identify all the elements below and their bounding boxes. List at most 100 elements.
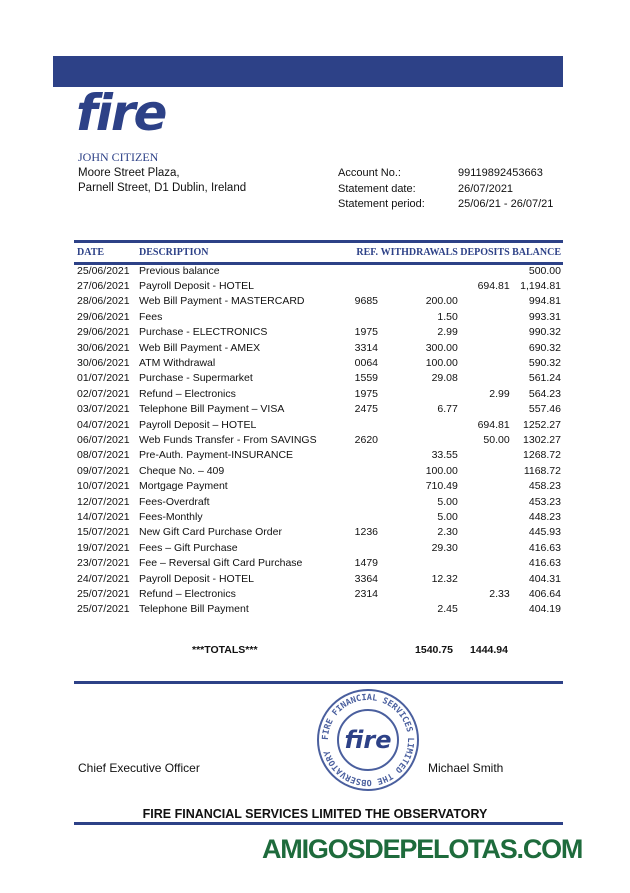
table-cell: Pre-Auth. Payment-INSURANCE: [139, 449, 294, 462]
table-cell: 2.45: [437, 603, 458, 616]
table-row: 25/07/2021 Telephone Bill Payment 2.45 404.…: [76, 602, 562, 617]
statement-period: 25/06/21 - 26/07/21: [458, 198, 554, 210]
table-cell: 2314: [354, 587, 378, 600]
table-cell: Purchase - ELECTRONICS: [139, 326, 268, 339]
table-cell: 404.31: [528, 572, 561, 585]
table-cell: 29/06/2021: [77, 326, 130, 339]
table-cell: [459, 294, 511, 309]
table-cell: [344, 540, 379, 555]
table-cell: 2475: [354, 403, 378, 416]
column-header: DEPOSITS: [460, 247, 510, 258]
table-cell: 15/07/2021: [77, 526, 130, 539]
table-cell: Payroll Deposit - HOTEL: [139, 572, 254, 585]
table-cell: 500.00: [528, 264, 561, 277]
transactions-table: DATE DESCRIPTION REF. WITHDRAWALS DEPOSITS BA…: [76, 245, 562, 617]
table-top-rule: [74, 240, 563, 243]
svg-text:fire: fire: [344, 726, 391, 754]
table-cell: [459, 463, 511, 478]
table-cell: 2.99: [437, 326, 458, 339]
table-cell: 29.08: [431, 372, 458, 385]
table-cell: [379, 417, 459, 432]
table-cell: [459, 509, 511, 524]
table-cell: [459, 309, 511, 324]
table-cell: 12/07/2021: [77, 495, 130, 508]
totals-withdrawals: 1540.75: [415, 644, 453, 656]
table-cell: [344, 263, 379, 278]
table-row: 25/06/2021 Previous balance 500.00: [76, 263, 562, 278]
table-cell: 1.50: [437, 310, 458, 323]
table-cell: 5.00: [437, 495, 458, 508]
table-cell: 24/07/2021: [77, 572, 130, 585]
table-cell: Telephone Bill Payment – VISA: [139, 403, 285, 416]
table-row: 23/07/2021 Fee – Reversal Gift Card Purch…: [76, 555, 562, 570]
table-row: 08/07/2021 Pre-Auth. Payment-INSURANCE 33.…: [76, 448, 562, 463]
statement-period-label: Statement period:: [338, 198, 425, 210]
table-cell: Payroll Deposit – HOTEL: [139, 418, 257, 431]
table-row: 02/07/2021 Refund – Electronics 1975 2.99 56…: [76, 386, 562, 401]
table-cell: Fees: [139, 310, 163, 323]
table-cell: 2620: [354, 433, 378, 446]
table-cell: 1975: [354, 326, 378, 339]
table-cell: [344, 278, 379, 293]
table-row: 30/06/2021 Web Bill Payment - AMEX 3314 300…: [76, 340, 562, 355]
table-cell: [459, 494, 511, 509]
table-cell: [344, 448, 379, 463]
table-cell: 404.19: [528, 603, 561, 616]
table-cell: Purchase - Supermarket: [139, 372, 253, 385]
table-cell: 453.23: [528, 495, 561, 508]
table-cell: 694.81: [477, 280, 510, 293]
table-cell: Fees-Monthly: [139, 510, 203, 523]
table-cell: 1302.27: [523, 433, 561, 446]
header-bar: [53, 56, 563, 87]
table-cell: [344, 478, 379, 493]
table-cell: [459, 325, 511, 340]
watermark: AMIGOSDEPELOTAS.COM: [262, 834, 583, 864]
table-cell: 12.32: [431, 572, 458, 585]
address-line-1: Moore Street Plaza,: [78, 167, 180, 179]
table-cell: 30/06/2021: [77, 341, 130, 354]
column-header: DATE: [77, 247, 105, 258]
account-number: 99119892453663: [458, 167, 543, 179]
statement-date-label: Statement date:: [338, 182, 416, 195]
totals-deposits: 1444.94: [470, 644, 508, 656]
table-cell: 448.23: [528, 510, 561, 523]
table-cell: 29.30: [431, 541, 458, 554]
table-row: 03/07/2021 Telephone Bill Payment – VISA 2…: [76, 402, 562, 417]
table-cell: 50.00: [483, 433, 510, 446]
table-row: 06/07/2021 Web Funds Transfer - From SAVI…: [76, 432, 562, 447]
table-row: 19/07/2021 Fees – Gift Purchase 29.30 416.6…: [76, 540, 562, 555]
table-cell: 1268.72: [523, 449, 561, 462]
table-row: 27/06/2021 Payroll Deposit - HOTEL 694.81 1…: [76, 278, 562, 293]
signature-top-rule: [74, 681, 563, 684]
table-cell: 561.24: [528, 372, 561, 385]
table-cell: 25/06/2021: [77, 264, 130, 277]
table-cell: [344, 463, 379, 478]
table-cell: Web Bill Payment - MASTERCARD: [139, 295, 305, 308]
table-cell: 02/07/2021: [77, 387, 130, 400]
table-cell: 03/07/2021: [77, 403, 130, 416]
table-cell: 08/07/2021: [77, 449, 130, 462]
account-number-label: Account No.:: [338, 167, 401, 179]
table-cell: [459, 340, 511, 355]
column-header: WITHDRAWALS: [380, 247, 458, 258]
table-cell: [459, 355, 511, 370]
footer-company: FIRE FINANCIAL SERVICES LIMITED THE OBSE…: [142, 807, 488, 821]
table-cell: Fees – Gift Purchase: [139, 541, 238, 554]
table-cell: [344, 309, 379, 324]
table-cell: 990.32: [528, 326, 561, 339]
table-cell: 710.49: [425, 480, 458, 493]
table-cell: 33.55: [431, 449, 458, 462]
table-cell: 2.99: [489, 387, 510, 400]
table-cell: [344, 494, 379, 509]
table-cell: Payroll Deposit - HOTEL: [139, 280, 254, 293]
table-cell: Refund – Electronics: [139, 387, 236, 400]
table-cell: ATM Withdrawal: [139, 357, 216, 370]
table-cell: 1975: [354, 387, 378, 400]
signatory-title: Chief Executive Officer: [78, 761, 200, 775]
table-cell: 1236: [354, 526, 378, 539]
table-row: 01/07/2021 Purchase - Supermarket 1559 29.0…: [76, 371, 562, 386]
table-row: 15/07/2021 New Gift Card Purchase Order 12…: [76, 525, 562, 540]
table-cell: [459, 478, 511, 493]
footer-rule: [74, 822, 563, 825]
table-cell: [344, 509, 379, 524]
